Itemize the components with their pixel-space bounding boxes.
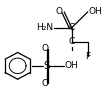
Text: O: O bbox=[42, 44, 49, 52]
Text: C: C bbox=[69, 37, 75, 46]
Text: F: F bbox=[85, 52, 90, 61]
Text: C: C bbox=[69, 23, 75, 32]
Text: H₂N: H₂N bbox=[36, 23, 53, 32]
Text: OH: OH bbox=[88, 7, 102, 16]
Text: O: O bbox=[55, 7, 62, 16]
Text: O: O bbox=[42, 79, 49, 88]
Text: S: S bbox=[43, 61, 50, 71]
Text: OH: OH bbox=[65, 61, 79, 70]
